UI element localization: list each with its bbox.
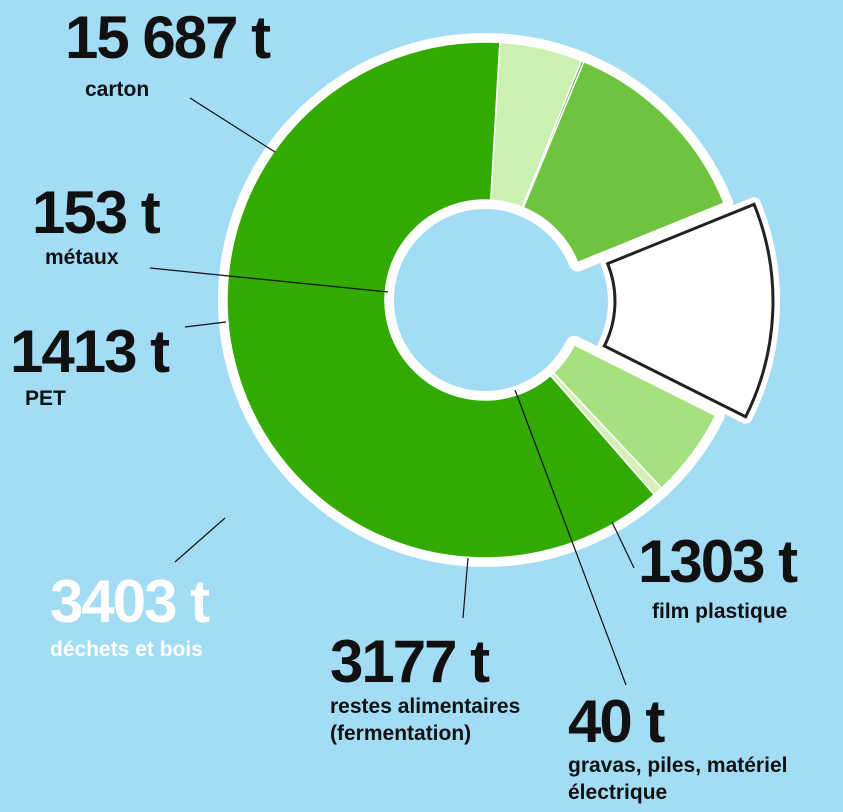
value-label: 3403 t [50, 568, 210, 635]
value-label: 15 687 t [65, 4, 271, 71]
leader-line [174, 517, 226, 563]
leader-line [514, 389, 627, 686]
value-label: 1303 t [638, 528, 798, 595]
value-label: 40 t [568, 688, 665, 755]
category-label: métaux [45, 246, 119, 269]
category-label: PET [25, 387, 66, 410]
leader-line [149, 267, 389, 293]
value-label: 3177 t [330, 628, 490, 695]
category-label: restes alimentaires (fermentation) [330, 695, 521, 746]
value-label: 153 t [32, 179, 161, 246]
category-label: carton [85, 78, 150, 101]
slice [522, 60, 726, 264]
slice [226, 41, 656, 559]
leader-line [189, 97, 276, 153]
category-label: déchets et bois [50, 638, 203, 661]
category-label: film plastique [652, 600, 788, 623]
leader-line [462, 557, 469, 619]
leader-line [611, 521, 635, 569]
slice [602, 202, 775, 419]
leader-line [184, 321, 227, 328]
category-label: gravas, piles, matériel électrique [568, 754, 788, 805]
value-label: 1413 t [10, 318, 170, 385]
slice [549, 371, 663, 496]
